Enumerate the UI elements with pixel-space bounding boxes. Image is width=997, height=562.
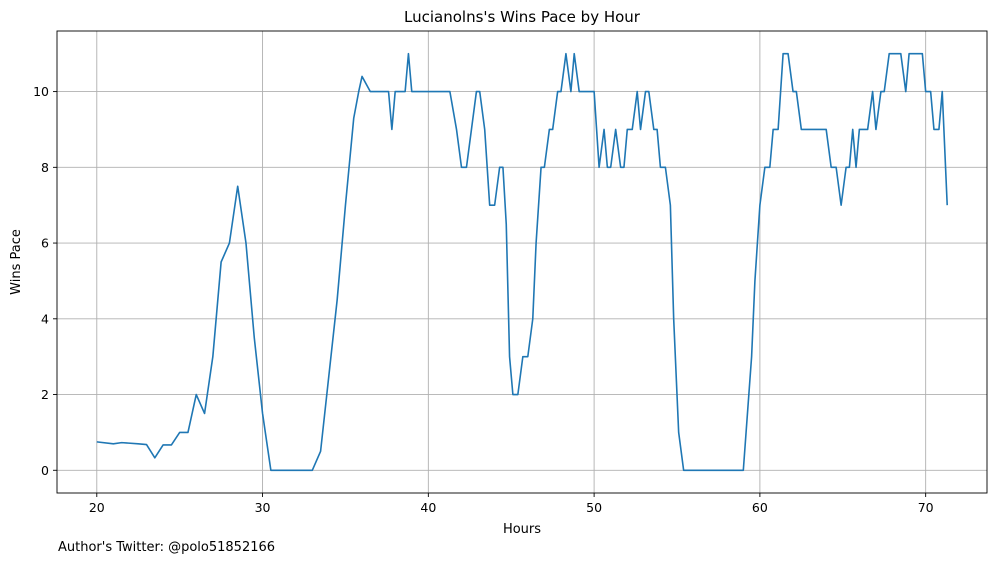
axis-ticks: 20 30 40 50 60 70 0 2 4 6 8 10 bbox=[33, 84, 934, 515]
x-tick-label: 50 bbox=[586, 500, 602, 515]
x-axis-label: Hours bbox=[503, 522, 541, 537]
author-credit: Author's Twitter: @polo51852166 bbox=[58, 540, 275, 555]
y-tick-label: 0 bbox=[41, 463, 49, 478]
y-tick-label: 6 bbox=[41, 236, 49, 251]
grid-lines bbox=[57, 31, 987, 493]
x-tick-label: 40 bbox=[420, 500, 436, 515]
y-tick-label: 10 bbox=[33, 84, 49, 99]
x-tick-label: 20 bbox=[89, 500, 105, 515]
plot-frame bbox=[56, 30, 988, 494]
chart-title: Lucianolns's Wins Pace by Hour bbox=[404, 8, 641, 26]
y-tick-label: 2 bbox=[41, 387, 49, 402]
x-tick-label: 70 bbox=[918, 500, 934, 515]
y-tick-label: 8 bbox=[41, 160, 49, 175]
x-tick-label: 30 bbox=[255, 500, 271, 515]
y-tick-label: 4 bbox=[41, 311, 49, 326]
wins-pace-line bbox=[96, 52, 949, 472]
y-axis-label: Wins Pace bbox=[9, 229, 24, 295]
x-tick-label: 60 bbox=[752, 500, 768, 515]
